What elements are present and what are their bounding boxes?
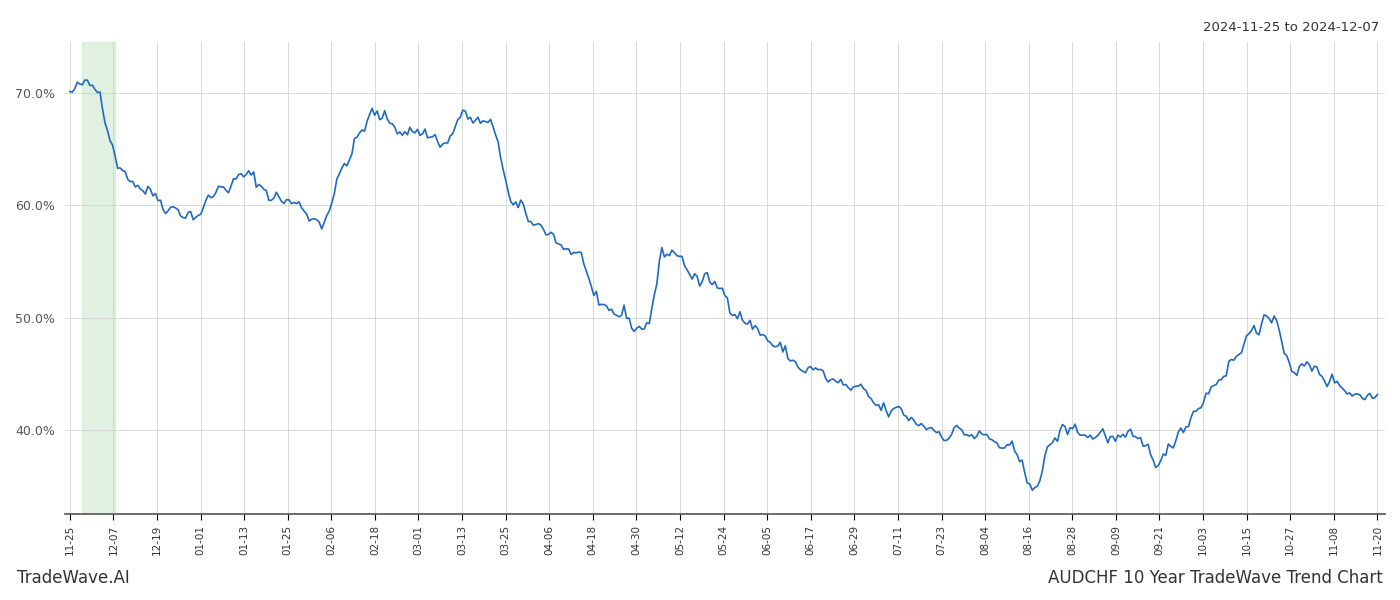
Bar: [83, 42, 115, 514]
Text: 2024-11-25 to 2024-12-07: 2024-11-25 to 2024-12-07: [1203, 21, 1379, 34]
Text: AUDCHF 10 Year TradeWave Trend Chart: AUDCHF 10 Year TradeWave Trend Chart: [1049, 569, 1383, 587]
Text: TradeWave.AI: TradeWave.AI: [17, 569, 130, 587]
